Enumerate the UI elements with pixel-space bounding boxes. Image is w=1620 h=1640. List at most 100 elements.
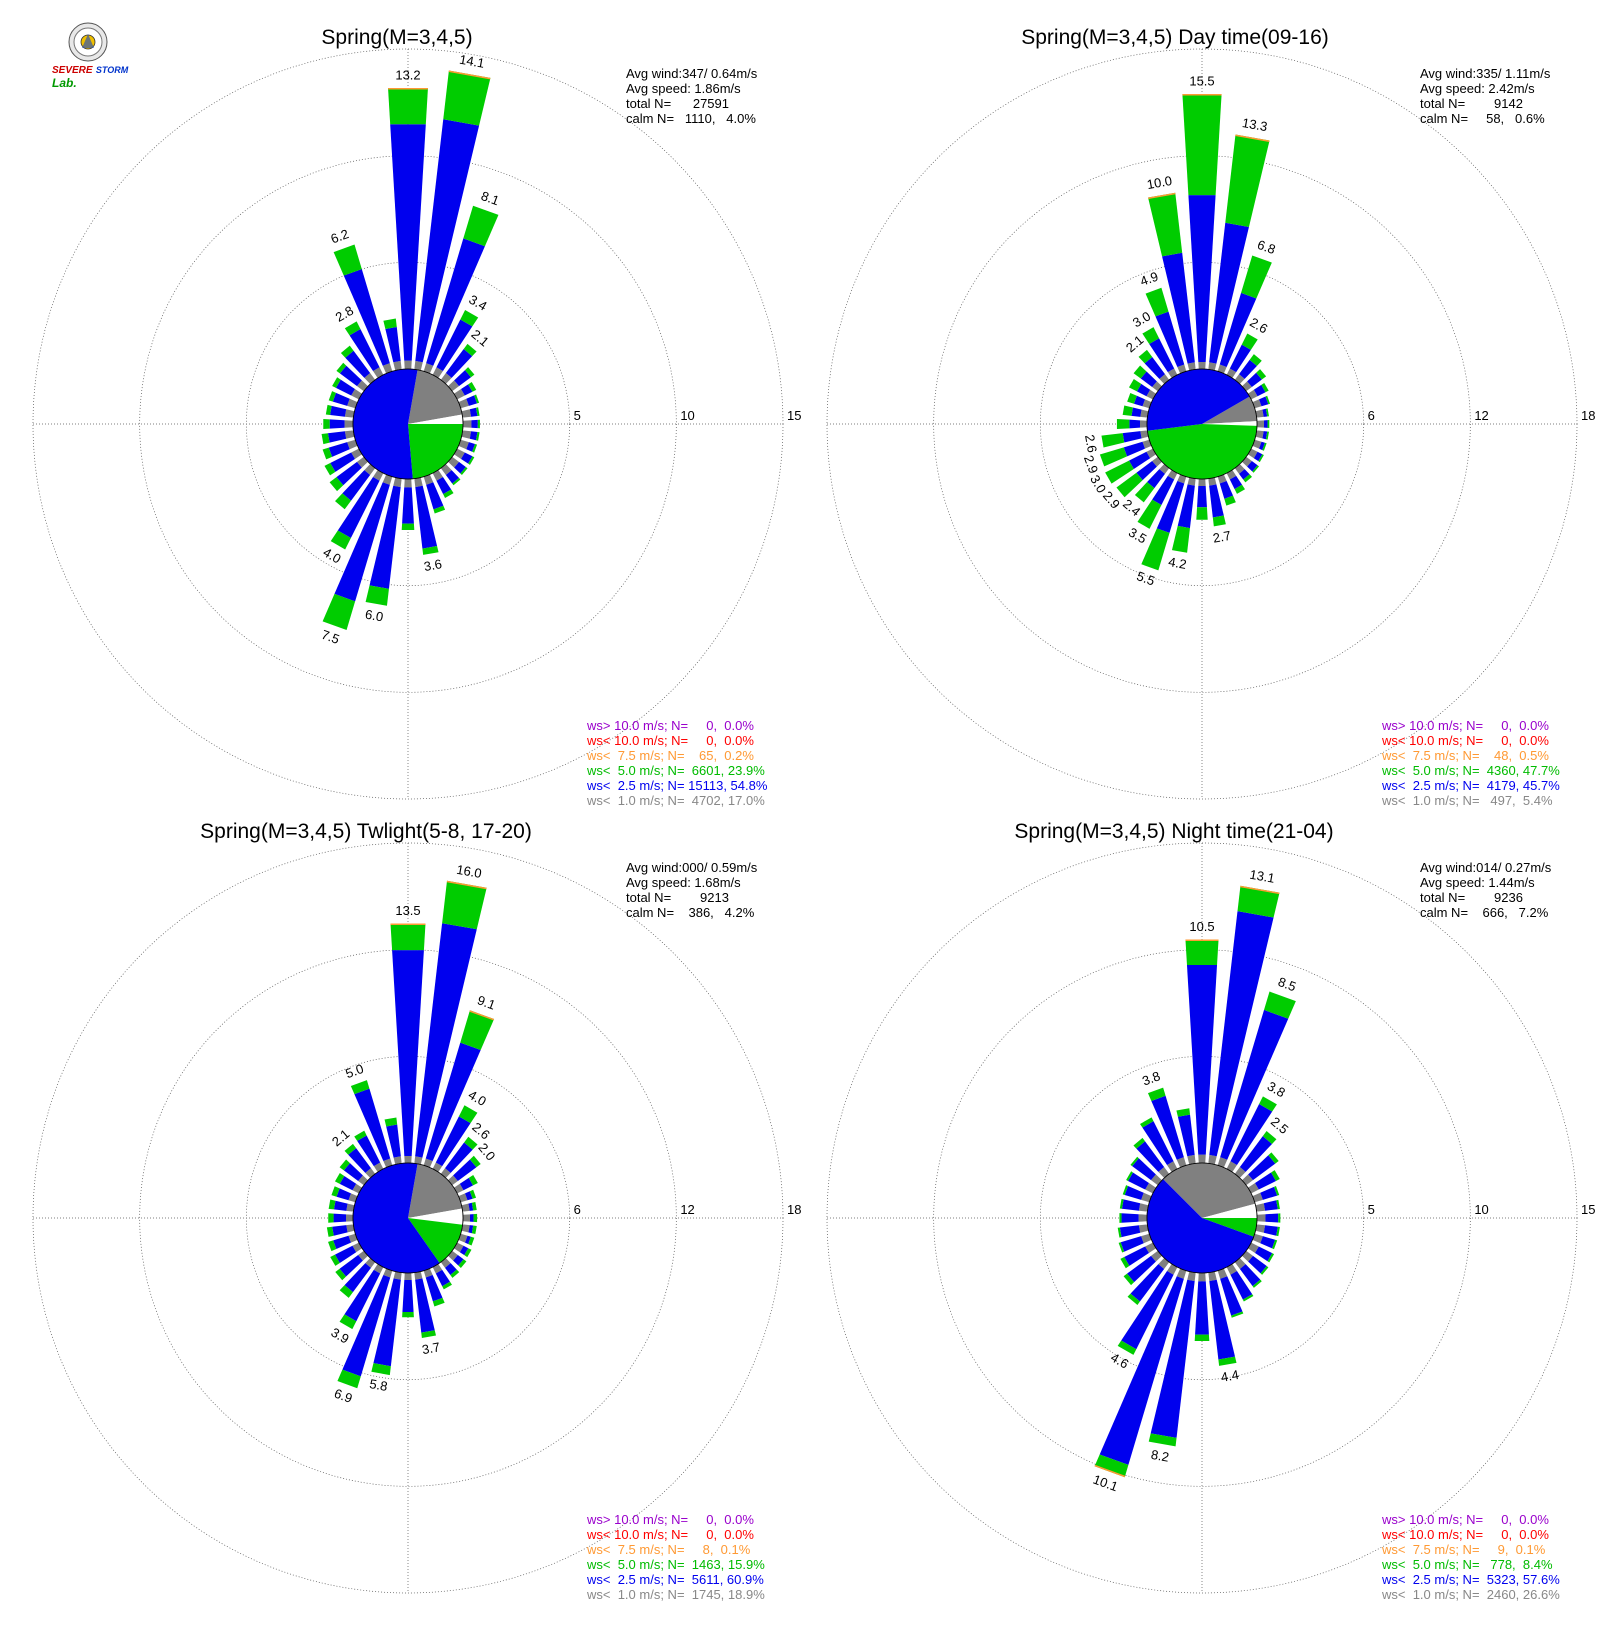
bar-gray-32	[364, 372, 376, 385]
bar-gray-19	[1187, 477, 1196, 486]
bar-blue-25	[333, 1235, 351, 1250]
bar-green-6	[468, 381, 477, 392]
bar-blue-2	[425, 1042, 481, 1161]
bar-blue-26	[327, 431, 347, 443]
bar-blue-20	[342, 1275, 391, 1377]
bar-blue-0	[392, 950, 424, 1156]
pie-slice-3	[352, 1163, 440, 1274]
bar-label-26: 2.6	[1082, 433, 1100, 453]
bar-green-14	[1243, 474, 1253, 483]
bar-label-33: 3.0	[1130, 308, 1153, 330]
bar-label-20: 10.1	[1091, 1472, 1120, 1495]
bar-blue-14	[1239, 1264, 1261, 1287]
bar-gray-25	[1141, 1233, 1152, 1244]
bar-blue-26	[1122, 431, 1142, 443]
bar-green-21	[339, 1314, 357, 1330]
bar-green-26	[1117, 1227, 1122, 1238]
bar-gray-19	[393, 477, 402, 488]
bar-blue-1	[1209, 222, 1249, 364]
pie-slice-1	[1202, 1203, 1257, 1218]
bar-gray-35	[393, 1156, 402, 1165]
bar-blue-8	[469, 407, 478, 417]
bar-blue-15	[435, 1269, 451, 1287]
bar-label-19: 8.2	[1150, 1447, 1170, 1465]
bar-green-12	[464, 1248, 472, 1258]
legend-entry-1: ws< 10.0 m/s; N= 0, 0.0%	[1381, 733, 1549, 748]
bar-gray-5	[447, 380, 460, 392]
bar-green-32	[1138, 349, 1153, 364]
bar-gray-9	[1256, 420, 1265, 428]
bar-green-9	[477, 419, 480, 429]
bar-blue-13	[454, 461, 466, 474]
bar-gray-17	[1208, 477, 1217, 486]
bar-gray-13	[1241, 1250, 1254, 1262]
bar-gray-18	[1198, 1272, 1206, 1282]
bar-blue-4	[1239, 1136, 1273, 1172]
bar-label-21: 3.5	[1126, 524, 1149, 546]
ring-2	[32, 48, 784, 800]
bar-label-21: 3.9	[329, 1325, 352, 1347]
bar-blue-23	[1136, 461, 1157, 481]
bar-gray-34	[1177, 364, 1187, 374]
bar-gray-16	[1217, 474, 1227, 484]
bar-green-33	[1140, 1117, 1154, 1128]
pie-slice-0	[408, 369, 463, 424]
bar-green-14	[1252, 1279, 1262, 1288]
legend-entry-4: ws< 2.5 m/s; N= 15113, 54.8%	[586, 778, 768, 793]
calm-circle-outline	[352, 368, 464, 480]
bar-blue-24	[334, 1245, 357, 1263]
bar-green-30	[334, 1173, 345, 1184]
bar-green-14	[452, 477, 461, 486]
bar-gray-0	[1198, 361, 1206, 370]
legend-entry-2: ws< 7.5 m/s; N= 9, 0.1%	[1381, 1542, 1546, 1557]
bar-orange-2	[469, 1010, 495, 1021]
bar-green-15	[1242, 1294, 1254, 1302]
bar-green-18	[402, 1311, 414, 1318]
bar-green-19	[1148, 1433, 1177, 1447]
bar-green-8	[1276, 1199, 1280, 1210]
bar-gray-2	[423, 363, 434, 374]
bar-blue-0	[1188, 195, 1216, 362]
pie-slice-0	[408, 1163, 463, 1218]
bar-blue-18	[402, 1280, 414, 1312]
bar-green-28	[325, 404, 332, 415]
bar-gray-10	[1255, 1224, 1266, 1233]
bar-gray-27	[1138, 1214, 1148, 1222]
bar-green-4	[1262, 1131, 1277, 1144]
bar-gray-20	[382, 474, 393, 485]
bar-blue-0	[1186, 965, 1218, 1155]
bar-green-32	[344, 1143, 357, 1155]
bar-gray-12	[1247, 1242, 1259, 1253]
legend-entry-2: ws< 7.5 m/s; N= 48, 0.5%	[1381, 748, 1549, 763]
bar-blue-13	[1247, 461, 1258, 472]
bar-gray-30	[1145, 1183, 1157, 1194]
bar-label-0: 13.2	[395, 67, 420, 82]
bar-gray-8	[461, 1203, 470, 1212]
bar-gray-27	[345, 1214, 354, 1222]
bar-green-4	[464, 1136, 478, 1150]
bar-label-17: 3.7	[421, 1339, 441, 1357]
bar-blue-6	[461, 384, 473, 396]
bar-label-19: 5.8	[368, 1376, 388, 1394]
bar-gray-35	[393, 360, 402, 371]
bar-green-14	[450, 1269, 460, 1278]
ring-label-0: 6	[574, 1202, 581, 1217]
legend-entry-5: ws< 1.0 m/s; N= 2460, 26.6%	[1381, 1587, 1560, 1602]
bar-green-15	[442, 1281, 452, 1290]
stats-line-0: Avg wind:335/ 1.11m/s	[1420, 66, 1551, 81]
bar-label-1: 14.1	[458, 52, 486, 71]
bar-blue-1	[1209, 911, 1274, 1157]
bar-green-18	[1194, 1334, 1210, 1342]
bar-blue-26	[332, 1225, 348, 1236]
bar-blue-3	[436, 319, 473, 371]
bar-blue-10	[468, 1225, 474, 1234]
bar-gray-25	[348, 1233, 358, 1243]
bar-blue-7	[465, 1191, 473, 1201]
bar-gray-27	[344, 420, 354, 428]
bar-blue-9	[1264, 420, 1268, 428]
bar-blue-3	[1230, 1103, 1273, 1165]
bar-gray-20	[1177, 474, 1187, 484]
bar-green-3	[460, 309, 479, 327]
bar-gray-11	[1252, 1233, 1263, 1244]
bar-gray-9	[462, 1214, 471, 1222]
